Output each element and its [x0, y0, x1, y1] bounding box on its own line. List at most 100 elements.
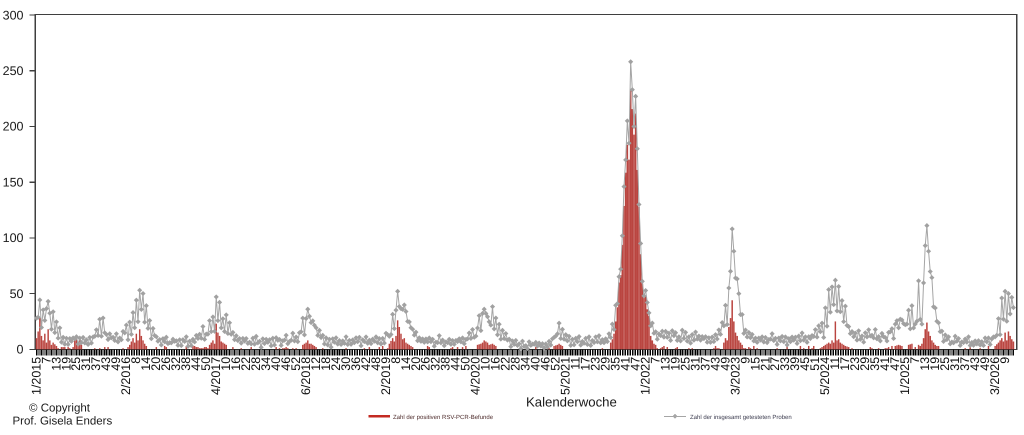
- svg-text:39: 39: [788, 357, 802, 371]
- svg-text:23: 23: [589, 357, 603, 371]
- svg-text:32: 32: [429, 357, 443, 371]
- svg-text:43: 43: [968, 357, 982, 371]
- svg-text:46: 46: [539, 357, 553, 371]
- svg-text:30: 30: [339, 357, 353, 371]
- svg-text:33: 33: [778, 357, 792, 371]
- svg-text:Kalenderwoche: Kalenderwoche: [526, 394, 617, 409]
- svg-text:40: 40: [269, 357, 283, 371]
- svg-text:2/2016: 2/2016: [119, 357, 133, 395]
- svg-text:11: 11: [569, 357, 583, 370]
- svg-text:16: 16: [229, 357, 243, 371]
- svg-text:27: 27: [768, 357, 782, 371]
- svg-text:5/2024: 5/2024: [818, 357, 832, 395]
- svg-text:49: 49: [109, 357, 123, 371]
- svg-text:Zahl der insgesamt getesteten: Zahl der insgesamt getesteten Proben: [690, 414, 792, 421]
- svg-text:40: 40: [529, 357, 543, 371]
- svg-text:19: 19: [928, 357, 942, 371]
- svg-text:28: 28: [509, 357, 523, 371]
- svg-text:21: 21: [758, 357, 772, 371]
- svg-text:34: 34: [519, 357, 533, 371]
- svg-text:4/2017: 4/2017: [209, 357, 223, 395]
- svg-text:43: 43: [708, 357, 722, 371]
- svg-text:100: 100: [3, 231, 24, 245]
- svg-text:28: 28: [249, 357, 263, 371]
- svg-text:Prof. Gisela Enders: Prof. Gisela Enders: [13, 415, 113, 427]
- svg-text:1/2015: 1/2015: [29, 357, 43, 395]
- svg-text:© Copyright: © Copyright: [29, 402, 91, 414]
- svg-text:9: 9: [998, 357, 1012, 364]
- svg-text:200: 200: [3, 120, 24, 134]
- svg-text:19: 19: [668, 357, 682, 371]
- svg-text:250: 250: [3, 64, 24, 78]
- svg-text:48: 48: [369, 357, 383, 371]
- svg-text:11: 11: [828, 357, 842, 370]
- svg-text:50: 50: [199, 357, 213, 371]
- svg-text:1/2025: 1/2025: [898, 357, 912, 395]
- svg-text:36: 36: [349, 357, 363, 371]
- svg-text:13: 13: [918, 357, 932, 371]
- svg-text:7: 7: [648, 357, 662, 364]
- svg-text:25: 25: [678, 357, 692, 371]
- svg-text:16: 16: [489, 357, 503, 371]
- svg-text:46: 46: [279, 357, 293, 371]
- svg-text:26: 26: [159, 357, 173, 371]
- svg-text:0: 0: [17, 343, 24, 357]
- svg-text:37: 37: [698, 357, 712, 371]
- svg-text:10: 10: [219, 357, 233, 371]
- svg-text:20: 20: [409, 357, 423, 371]
- svg-text:17: 17: [579, 357, 593, 371]
- svg-text:1/2022: 1/2022: [638, 357, 652, 395]
- svg-text:9: 9: [738, 357, 752, 364]
- svg-text:42: 42: [359, 357, 373, 371]
- svg-text:37: 37: [89, 357, 103, 371]
- svg-text:7: 7: [39, 357, 53, 364]
- svg-text:8: 8: [389, 357, 403, 364]
- svg-text:22: 22: [499, 357, 513, 371]
- svg-text:18: 18: [319, 357, 333, 371]
- svg-text:2/2019: 2/2019: [379, 357, 393, 395]
- svg-text:24: 24: [329, 357, 343, 371]
- svg-text:43: 43: [99, 357, 113, 371]
- svg-text:6/2018: 6/2018: [299, 357, 313, 395]
- svg-text:26: 26: [419, 357, 433, 371]
- svg-text:31: 31: [79, 357, 93, 371]
- svg-text:44: 44: [449, 357, 463, 371]
- svg-text:45: 45: [798, 357, 812, 371]
- svg-text:37: 37: [958, 357, 972, 371]
- svg-text:41: 41: [878, 357, 892, 371]
- svg-text:34: 34: [259, 357, 273, 371]
- svg-text:7: 7: [908, 357, 922, 364]
- svg-text:51: 51: [808, 357, 822, 371]
- svg-text:17: 17: [838, 357, 852, 371]
- svg-text:10: 10: [479, 357, 493, 371]
- svg-text:47: 47: [888, 357, 902, 371]
- svg-text:20: 20: [149, 357, 163, 371]
- svg-text:50: 50: [10, 287, 24, 301]
- svg-text:Zahl der positiven RSV-PCR-Bef: Zahl der positiven RSV-PCR-Befunde: [393, 414, 494, 421]
- svg-text:25: 25: [69, 357, 83, 371]
- svg-text:23: 23: [848, 357, 862, 371]
- svg-text:15: 15: [748, 357, 762, 371]
- svg-text:31: 31: [948, 357, 962, 371]
- svg-text:35: 35: [868, 357, 882, 371]
- svg-text:38: 38: [439, 357, 453, 371]
- svg-text:3/2026: 3/2026: [988, 357, 1002, 395]
- svg-text:12: 12: [309, 357, 323, 371]
- svg-text:22: 22: [239, 357, 253, 371]
- svg-text:52: 52: [549, 357, 563, 371]
- svg-text:8: 8: [129, 357, 143, 364]
- svg-text:13: 13: [658, 357, 672, 371]
- svg-text:150: 150: [3, 176, 24, 190]
- svg-text:49: 49: [718, 357, 732, 371]
- svg-text:44: 44: [189, 357, 203, 371]
- svg-text:49: 49: [978, 357, 992, 371]
- svg-text:13: 13: [49, 357, 63, 371]
- svg-text:29: 29: [598, 357, 612, 371]
- svg-text:14: 14: [139, 357, 153, 371]
- svg-text:38: 38: [179, 357, 193, 371]
- svg-text:19: 19: [59, 357, 73, 371]
- svg-text:52: 52: [289, 357, 303, 371]
- svg-text:35: 35: [608, 357, 622, 371]
- svg-text:300: 300: [3, 8, 24, 22]
- svg-text:29: 29: [858, 357, 872, 371]
